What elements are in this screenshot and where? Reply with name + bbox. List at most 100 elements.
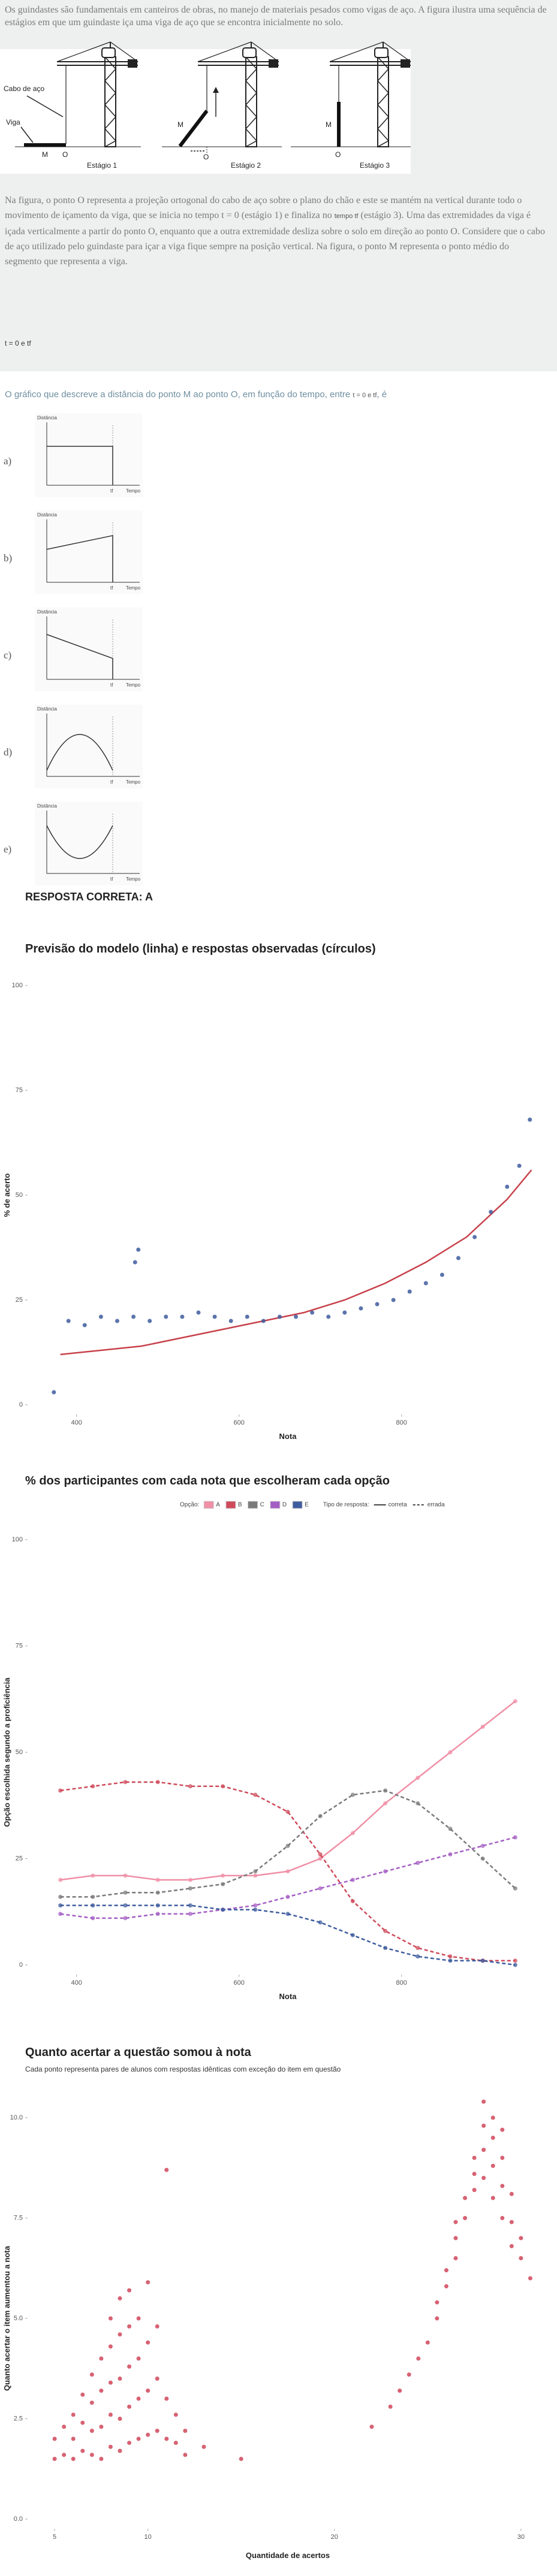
point — [239, 2457, 243, 2461]
x-tick-label: 800 — [396, 1979, 407, 1987]
y-axis-label: Opção escolhida segundo a proficiência — [2, 1677, 11, 1827]
y-tick-label: 7.5 — [14, 2214, 23, 2221]
body-time: tempo tf — [334, 213, 359, 220]
point — [253, 1903, 258, 1908]
y-axis-label: Quanto acertar o item aumentou a nota — [2, 2245, 11, 2391]
point — [127, 2404, 132, 2409]
point — [180, 1314, 185, 1319]
point — [425, 2340, 430, 2345]
point — [285, 1809, 290, 1814]
point — [80, 2392, 85, 2397]
x-tick-label: 10 — [144, 2533, 152, 2541]
point — [528, 1117, 532, 1122]
x-label: Tempo — [126, 779, 141, 785]
point — [318, 1920, 323, 1925]
x-axis-label: Quantidade de acertos — [246, 2551, 330, 2560]
point — [448, 1827, 453, 1831]
series-line — [60, 1789, 516, 1898]
legend-label: errada — [427, 1502, 445, 1508]
point — [201, 2444, 206, 2449]
point — [456, 1256, 461, 1260]
y-label: Distância — [37, 706, 57, 712]
point — [52, 1390, 56, 1395]
point — [221, 1784, 225, 1789]
point — [131, 1314, 136, 1319]
point — [500, 2127, 505, 2132]
point — [89, 2372, 94, 2377]
point — [448, 1852, 453, 1857]
point — [342, 1310, 347, 1315]
series-line — [60, 1169, 532, 1356]
graph-background — [35, 510, 143, 594]
point — [221, 1907, 225, 1912]
point — [196, 1310, 201, 1315]
y-tick-label: 2.5 — [14, 2415, 23, 2422]
point — [318, 1814, 323, 1818]
point — [155, 1780, 160, 1785]
point — [123, 1916, 128, 1921]
point — [127, 2441, 132, 2445]
x-tick-label: 400 — [71, 1419, 82, 1426]
point — [91, 1903, 95, 1908]
point — [326, 1314, 331, 1319]
point — [416, 1861, 420, 1866]
figure-label: M — [326, 120, 332, 129]
point — [155, 1877, 160, 1882]
stage-label: Estágio 3 — [360, 161, 390, 170]
y-tick-label: 5.0 — [14, 2315, 23, 2322]
point — [99, 2424, 104, 2429]
point — [80, 2448, 85, 2453]
point — [108, 2380, 113, 2385]
interval-text: t = 0 e tf — [5, 339, 31, 347]
point — [463, 2216, 468, 2220]
point — [188, 1877, 192, 1882]
y-axis-label: % de acerto — [2, 1173, 11, 1217]
point — [500, 2216, 505, 2220]
graph-background — [35, 802, 143, 885]
point — [490, 2136, 495, 2140]
point — [490, 2163, 495, 2168]
arrow-head — [213, 87, 219, 93]
point — [146, 2340, 150, 2345]
point — [71, 2457, 76, 2461]
point — [108, 2444, 113, 2449]
point — [435, 2300, 439, 2305]
point — [528, 2276, 532, 2281]
point — [444, 2284, 448, 2288]
point — [318, 1857, 323, 1861]
point — [115, 1319, 119, 1323]
beam — [178, 110, 209, 147]
point — [155, 1903, 160, 1908]
point — [500, 2155, 505, 2160]
point — [62, 2424, 67, 2429]
point — [188, 1886, 192, 1891]
point — [127, 2288, 132, 2293]
legend-label: B — [238, 1502, 242, 1508]
x-tick-label: 800 — [396, 1419, 407, 1426]
point — [228, 1319, 233, 1323]
point — [123, 1890, 128, 1895]
point — [490, 2196, 495, 2200]
t-label: tf — [110, 779, 113, 785]
y-label: Distância — [37, 415, 57, 421]
point — [383, 1788, 388, 1793]
point — [58, 1903, 63, 1908]
point — [435, 2316, 439, 2321]
point — [123, 1903, 128, 1908]
x-tick-label: 20 — [331, 2533, 338, 2541]
point — [188, 1912, 192, 1916]
point — [155, 1890, 160, 1895]
x-tick-label: 600 — [234, 1979, 245, 1987]
legend-swatch — [292, 1501, 303, 1509]
point — [472, 2188, 477, 2193]
figure-label: M — [42, 150, 48, 159]
point — [98, 1314, 103, 1319]
point — [480, 1958, 485, 1963]
option-letter: d) — [4, 746, 12, 758]
point — [416, 1946, 420, 1951]
point — [183, 2429, 188, 2433]
point — [448, 1750, 453, 1755]
point — [490, 2115, 495, 2120]
y-tick-label: 100 — [12, 982, 23, 989]
